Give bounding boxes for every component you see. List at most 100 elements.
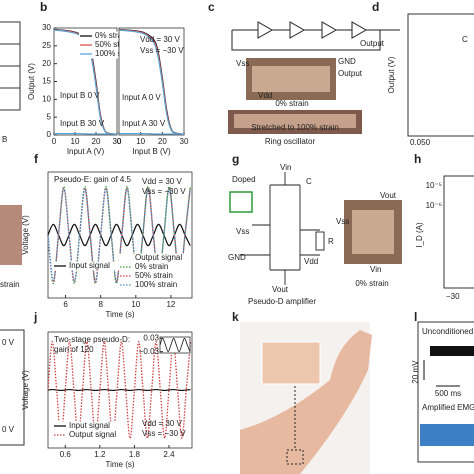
photo-label: Stretched to 100% strain [251,123,339,132]
photo-label: GND [338,57,356,66]
annotation: Vdd = 30 V [142,419,182,428]
legend-bg [53,421,119,431]
photo-arm [240,330,372,474]
panel-label: d [372,0,379,14]
plot-frame [417,321,474,463]
annotation: Vss = −30 V [142,187,186,196]
y-tick-label: 0.03 [143,333,159,342]
panel-caption: Pseudo-D amplifier [248,297,316,306]
panel-label: f [34,152,39,166]
legend-label: 50% strain [95,40,133,49]
legend-bg [53,430,119,440]
panel-caption: Ring oscillator [265,137,316,146]
y-axis-label: Voltage (V) [21,370,30,410]
series-line [47,388,191,392]
circuit-label: Vdd [304,257,318,266]
photo-label: Vout [380,191,397,200]
photo [0,205,22,265]
y-tick-label: 30 [42,23,51,32]
x-tick-label: −30 [446,292,460,301]
photo-device [252,66,330,92]
y-tick-label: 10⁻⁵ [426,181,442,190]
legend-bg [119,271,185,281]
y-tick-label: 15 [42,77,51,86]
x-tick-label: 12 [166,300,175,309]
y-tick-label: 25 [42,41,51,50]
x-axis-label: Input B (V) [132,147,171,156]
legend-bg [79,31,145,41]
x-tick-label: 8 [98,300,103,309]
trace-band [430,346,474,356]
panel-label: j [33,310,37,324]
annotation: Vss = −30 V [142,429,186,438]
x-tick-label: 6 [63,300,68,309]
legend-bg [119,253,185,263]
circuit-label: Vin [280,163,291,172]
x-tick-label: 20 [92,137,101,146]
diagram-label: Output [360,39,385,48]
photo-amplifier [352,210,394,254]
legend-label: 50% strain [135,271,173,280]
series-line [53,29,118,135]
x-tick-label: 30 [180,137,189,146]
photo-label: Vss [336,217,349,226]
x-axis-label: Time (s) [105,310,134,319]
legend-label: Output signal [69,430,116,439]
legend-bg [119,280,185,290]
annotation: Input A 0 V [122,93,161,102]
edge-text: B [2,135,7,144]
y-tick-label: 10 [42,94,51,103]
photo-label: Vin [370,265,381,274]
scale-label: 20 mV [411,360,420,384]
y-axis-label: Output (V) [387,56,396,93]
annotation: Vdd = 30 V [140,35,180,44]
y-tick-label: 10⁻⁶ [426,201,442,210]
x-tick-label: 30 [113,137,122,146]
y-axis-label: I_D (A) [415,222,424,248]
edge-text: strain [0,280,20,289]
x-tick-label: 0 [52,137,57,146]
x-tick-label: 10 [131,300,140,309]
x-tick-label: 10 [71,137,80,146]
circuit-label: R [328,237,334,246]
annotation: Pseudo-E: gain of 4.5 [54,175,131,184]
left-photo [0,205,22,265]
x-tick-label: 0.050 [410,138,431,147]
y-axis-label: Output (V) [27,63,36,100]
photo-stretched [234,114,356,128]
photo-label: Vss [236,59,249,68]
annotation: Two-stage pseudo-D: [54,335,130,344]
circuit-label: C [306,177,312,186]
y-tick-label: 20 [42,59,51,68]
plot-frame [407,13,474,137]
panel-a-remnant [0,21,21,111]
series-line [159,337,191,353]
scale-label: 500 ms [435,389,461,398]
x-axis-label: Input A (V) [67,147,105,156]
series-line [47,341,192,439]
x-tick-label: 10 [136,137,145,146]
panel-label: c [208,0,215,14]
y-tick-label: 5 [47,112,52,121]
trace-label: Unconditioned [422,327,473,336]
legend-label: 100% strain [95,49,137,58]
legend-bg [119,262,185,272]
circuit-label: Vss [236,227,249,236]
circuit-label: Vout [272,285,289,294]
panel-label: b [40,0,47,14]
photo-label: Vdd [258,91,272,100]
sensor-box [286,449,304,465]
legend-text: C [462,35,468,44]
y-tick-label: −0.03 [139,347,160,356]
legend-bg [53,261,119,271]
annotation: gain of 120 [54,345,94,354]
legend-label: 100% strain [135,280,177,289]
x-tick-label: 1.2 [94,450,106,459]
trace-label: Amplified EMG [422,403,474,412]
annotation: Input B 0 V [60,91,100,100]
annotation: Input A 30 V [122,119,166,128]
annotation: Vss = −30 V [140,46,184,55]
legend-bg [79,40,145,50]
circuit [229,172,325,285]
